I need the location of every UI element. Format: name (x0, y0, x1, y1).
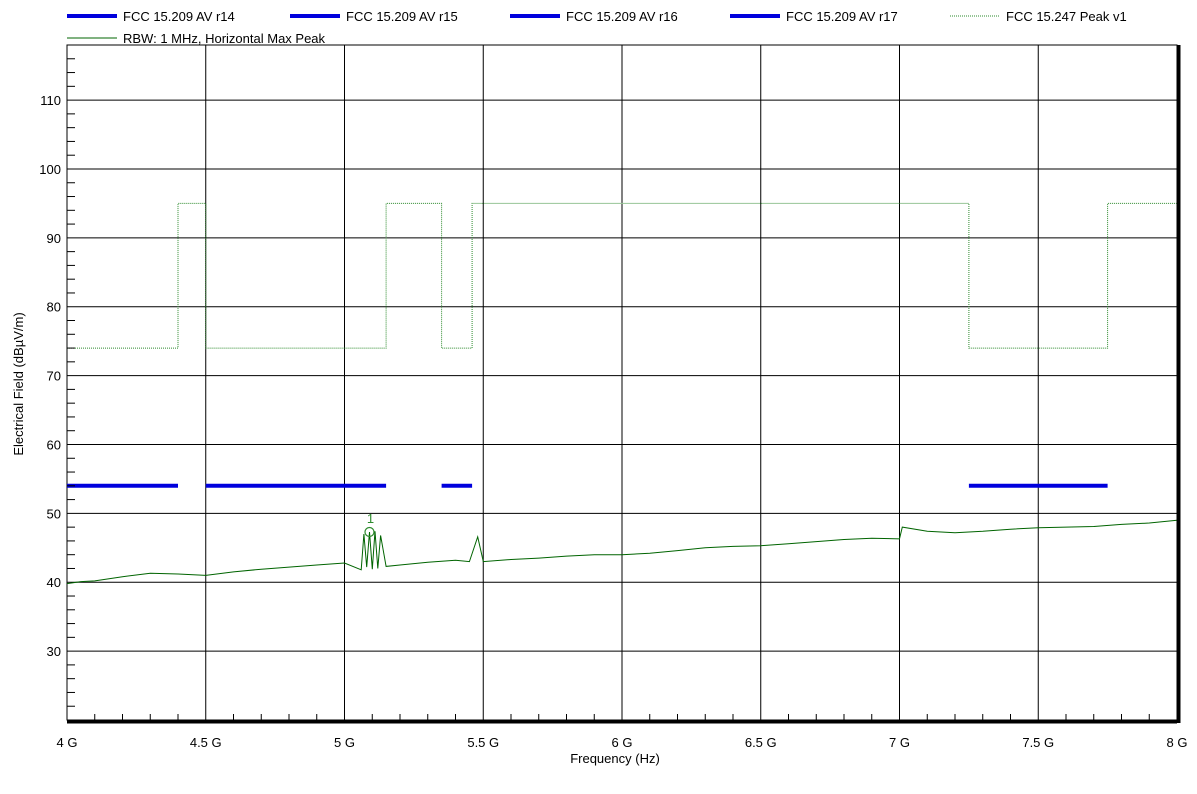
y-tick-label: 100 (39, 162, 61, 177)
x-axis-title: Frequency (Hz) (570, 751, 660, 766)
plot-area: 1 (66, 202, 1178, 585)
x-tick-label: 6 G (612, 735, 633, 750)
x-tick-label: 4.5 G (190, 735, 222, 750)
marker-label: 1 (367, 511, 374, 526)
legend-label: FCC 15.209 AV r15 (346, 9, 458, 24)
x-tick-label: 7 G (889, 735, 910, 750)
x-tick-label: 4 G (57, 735, 78, 750)
grid (66, 44, 1178, 721)
legend: FCC 15.209 AV r14 FCC 15.209 AV r15 FCC 15… (67, 9, 1127, 46)
y-axis-title: Electrical Field (dBµV/m) (11, 312, 26, 455)
x-tick-label: 7.5 G (1022, 735, 1054, 750)
y-tick-label: 50 (47, 506, 61, 521)
legend-label: FCC 15.209 AV r17 (786, 9, 898, 24)
x-tick-label: 6.5 G (745, 735, 777, 750)
x-tick-label: 5 G (334, 735, 355, 750)
y-tick-label: 90 (47, 231, 61, 246)
y-tick-label: 40 (47, 575, 61, 590)
marker-1 (364, 526, 375, 538)
series-line-6 (66, 519, 1178, 585)
legend-label: RBW: 1 MHz, Horizontal Max Peak (123, 31, 326, 46)
x-tick-label: 8 G (1167, 735, 1188, 750)
legend-label: FCC 15.247 Peak v1 (1006, 9, 1127, 24)
axes: 4 G 4.5 G 5 G 5.5 G 6 G 6.5 G 7 G 7.5 G 8 G 30 40 5… (39, 45, 1187, 750)
y-tick-label: 110 (40, 93, 61, 108)
y-tick-label: 60 (47, 437, 61, 452)
y-tick-label: 80 (47, 300, 61, 315)
y-tick-label: 30 (47, 644, 61, 659)
legend-label: FCC 15.209 AV r14 (123, 9, 235, 24)
y-tick-label: 70 (47, 369, 61, 384)
legend-label: FCC 15.209 AV r16 (566, 9, 678, 24)
x-tick-label: 5.5 G (467, 735, 499, 750)
